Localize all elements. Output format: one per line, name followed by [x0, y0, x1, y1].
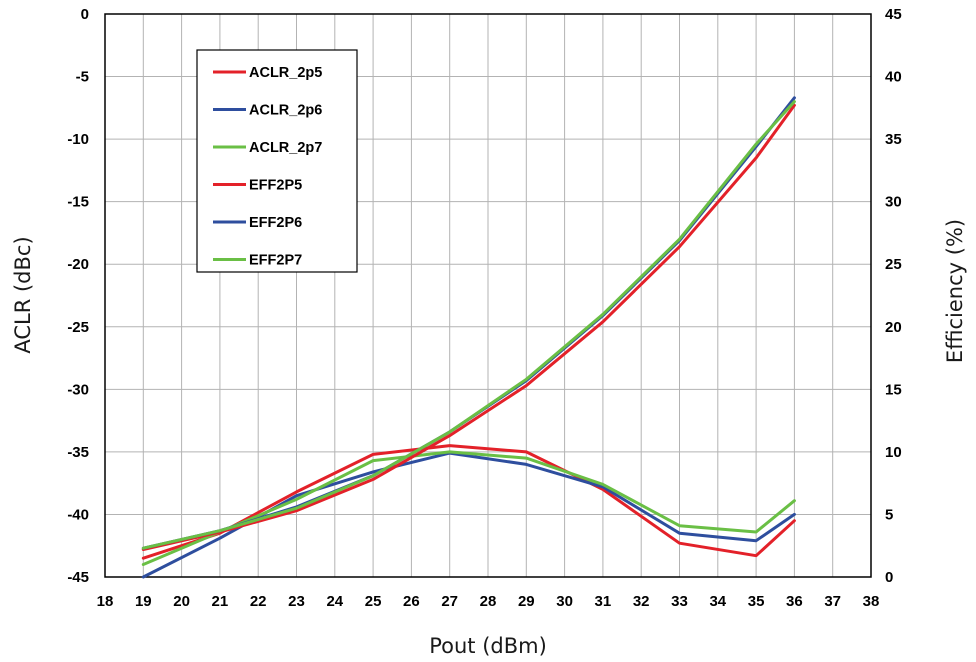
x-tick-label: 18	[97, 593, 114, 610]
x-tick-label: 38	[863, 593, 880, 610]
y-right-tick-label: 25	[885, 256, 902, 273]
y-right-tick-label: 5	[885, 506, 893, 523]
x-tick-label: 29	[518, 593, 535, 610]
x-tick-label: 24	[326, 593, 343, 610]
y-axis-right-title: Efficiency (%)	[943, 219, 967, 363]
legend-label-aclr_2p5: ACLR_2p5	[249, 65, 322, 81]
legend-label-eff2p5: EFF2P5	[249, 178, 302, 194]
legend-label-aclr_2p6: ACLR_2p6	[249, 103, 322, 119]
x-tick-label: 25	[365, 593, 382, 610]
x-tick-label: 34	[709, 593, 726, 610]
y-right-tick-label: 0	[885, 569, 893, 586]
x-tick-label: 19	[135, 593, 152, 610]
y-left-tick-label: -20	[67, 256, 89, 273]
legend-label-aclr_2p7: ACLR_2p7	[249, 140, 322, 156]
y-right-tick-label: 20	[885, 319, 902, 336]
x-tick-label: 31	[595, 593, 612, 610]
y-right-tick-label: 10	[885, 444, 902, 461]
y-left-tick-label: -5	[76, 69, 89, 86]
x-tick-label: 28	[480, 593, 497, 610]
y-left-tick-label: -10	[67, 131, 89, 148]
x-tick-label: 35	[748, 593, 765, 610]
y-left-tick-label: -35	[67, 444, 89, 461]
legend-box	[196, 49, 358, 273]
legend: ACLR_2p5 ACLR_2p6 ACLR_2p7 EFF2P5 EFF2P6 EFF2…	[196, 49, 358, 273]
series-line-aclr_2p5	[141, 444, 796, 560]
x-tick-label: 20	[173, 593, 190, 610]
x-tick-label: 30	[556, 593, 573, 610]
series-line-aclr_2p7	[141, 450, 796, 566]
y-axis-left-title: ACLR (dBc)	[11, 236, 35, 353]
y-right-tick-label: 45	[885, 6, 902, 23]
y-right-tick-label: 15	[885, 381, 902, 398]
y-left-tick-label: -40	[67, 506, 89, 523]
legend-label-eff2p7: EFF2P7	[249, 253, 302, 269]
plot-frame	[104, 13, 872, 578]
x-tick-label: 22	[250, 593, 267, 610]
legend-label-eff2p6: EFF2P6	[249, 215, 302, 231]
y-left-tick-label: -15	[67, 194, 89, 211]
x-tick-label: 21	[212, 593, 229, 610]
x-tick-label: 32	[633, 593, 650, 610]
x-tick-label: 27	[441, 593, 458, 610]
series-line-eff2p7	[141, 100, 796, 550]
x-tick-label: 37	[824, 593, 841, 610]
series-lines	[141, 96, 796, 579]
y-right-tick-label: 40	[885, 69, 902, 86]
y-left-tick-label: 0	[81, 6, 89, 23]
x-tick-label: 26	[403, 593, 420, 610]
x-tick-label: 23	[288, 593, 305, 610]
y-left-tick-label: -45	[67, 569, 89, 586]
y-left-tick-label: -30	[67, 381, 89, 398]
series-line-eff2p5	[141, 103, 796, 551]
y-right-tick-label: 30	[885, 194, 902, 211]
x-axis-title: Pout (dBm)	[429, 634, 547, 658]
x-tick-label: 36	[786, 593, 803, 610]
x-tick-label: 33	[671, 593, 688, 610]
y-left-tick-label: -25	[67, 319, 89, 336]
tick-labels: 18 19 20 21 22 23 24 25 26 27 28 29 30 31 32 33 34 35 36 37…	[67, 6, 901, 610]
y-right-tick-label: 35	[885, 131, 902, 148]
